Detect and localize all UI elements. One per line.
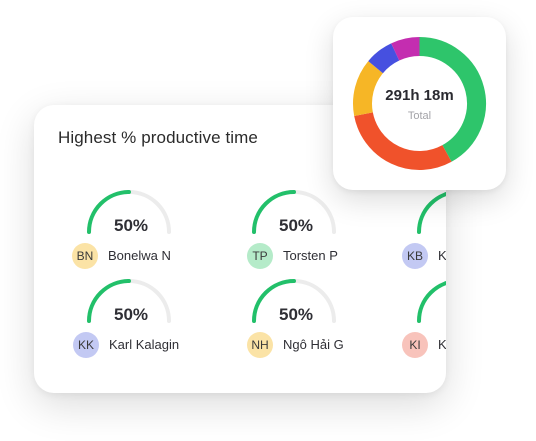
person-name: Torsten P [283, 248, 338, 263]
progress-gauge [417, 281, 446, 323]
person-name: Bonelwa N [108, 248, 171, 263]
donut-segment [368, 43, 400, 74]
avatar: BN [72, 243, 98, 269]
donut-segment [391, 37, 420, 61]
progress-gauge [252, 279, 336, 323]
progress-gauge [87, 190, 171, 234]
avatar: KK [73, 332, 99, 358]
person-card[interactable]: 50% NH Ngô Hải G [247, 276, 389, 366]
percent-label: 50% [279, 305, 314, 324]
person-card[interactable]: 50% KK Karl Kalagin [73, 276, 224, 366]
percent-label: 50% [114, 305, 149, 324]
total-time-donut-card: 291h 18m Total [333, 17, 506, 190]
person-card[interactable]: KI K [402, 276, 446, 366]
avatar: KI [402, 332, 428, 358]
person-card[interactable]: 50% BN Bonelwa N [72, 187, 224, 277]
gauge-fill [417, 281, 446, 323]
gauge-fill [252, 279, 296, 323]
person-name: Karl Kalagin [109, 337, 180, 352]
percent-label: 50% [114, 216, 149, 235]
donut-segment [353, 61, 384, 116]
gauge-fill [417, 192, 446, 234]
percent-label: 50% [279, 216, 314, 235]
total-time-label: Total [407, 110, 432, 122]
person-name: K [438, 248, 446, 263]
person-name: Ngô Hải G [283, 337, 344, 352]
card-title: Highest % productive time [58, 128, 258, 147]
donut-segment [354, 112, 452, 170]
person-name: K [438, 337, 446, 352]
avatar: TP [247, 243, 273, 269]
person-card[interactable]: 50% TP Torsten P [247, 187, 389, 277]
total-time-value: 291h 18m [385, 87, 454, 104]
time-donut-chart [353, 37, 486, 170]
avatar: NH [247, 332, 273, 358]
gauge-fill [87, 279, 131, 323]
gauge-fill [252, 190, 296, 234]
gauge-fill [87, 190, 131, 234]
progress-gauge [87, 279, 171, 323]
progress-gauge [417, 192, 446, 234]
progress-gauge [252, 190, 336, 234]
person-card[interactable]: KB K [402, 187, 446, 277]
donut-segment [419, 37, 486, 162]
avatar: KB [402, 243, 428, 269]
